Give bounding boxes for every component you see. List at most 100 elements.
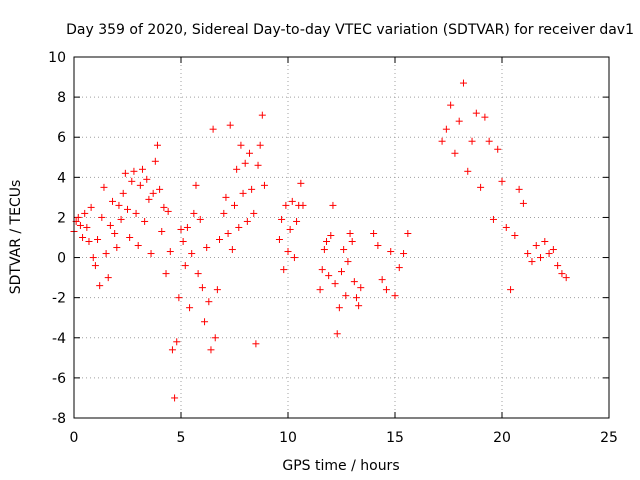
y-tick-label: 2 (57, 210, 66, 226)
data-point (355, 302, 363, 310)
data-point (335, 304, 343, 312)
data-point (138, 165, 146, 173)
data-point (352, 294, 360, 302)
data-point (89, 254, 97, 262)
data-point (290, 254, 298, 262)
data-point (153, 141, 161, 149)
data-point (166, 248, 174, 256)
data-point (344, 258, 352, 266)
y-tick-label: 8 (57, 90, 66, 106)
data-point (532, 242, 540, 250)
data-point (160, 203, 168, 211)
data-point (209, 125, 217, 133)
data-point (91, 262, 99, 270)
data-point (98, 213, 106, 221)
data-point (278, 215, 286, 223)
data-point (502, 223, 510, 231)
data-point (104, 274, 112, 282)
data-point (507, 286, 515, 294)
data-point (316, 286, 324, 294)
y-tick-label: -4 (52, 331, 66, 347)
data-point (438, 137, 446, 145)
data-point (117, 215, 125, 223)
data-point (451, 149, 459, 157)
data-point (119, 189, 127, 197)
data-point (464, 167, 472, 175)
data-point (222, 193, 230, 201)
data-point (327, 231, 335, 239)
data-point (79, 234, 87, 241)
data-point (94, 236, 102, 244)
data-point (177, 225, 185, 233)
data-point (357, 284, 365, 292)
chart-title: Day 359 of 2020, Sidereal Day-to-day VTE… (66, 22, 634, 38)
data-point (549, 246, 557, 254)
data-point (106, 221, 114, 229)
data-point (181, 262, 189, 270)
data-point (288, 197, 296, 205)
data-point (511, 231, 519, 239)
data-point (248, 185, 256, 193)
data-point (136, 181, 144, 189)
data-point (113, 244, 121, 252)
data-point (220, 209, 228, 217)
data-point (459, 79, 467, 87)
data-point (282, 201, 290, 209)
data-point (243, 217, 251, 225)
data-point (76, 221, 84, 229)
data-point (286, 225, 294, 233)
data-point (194, 270, 202, 278)
data-point (254, 161, 262, 169)
data-point (130, 167, 138, 175)
y-tick-label: 4 (57, 170, 66, 186)
data-point (252, 340, 260, 348)
data-point (207, 346, 215, 354)
data-point (151, 157, 159, 165)
data-point (318, 266, 326, 274)
x-tick-label: 20 (493, 430, 511, 446)
data-point (374, 242, 382, 250)
data-point (323, 238, 331, 246)
data-point (494, 145, 502, 153)
data-point (329, 201, 337, 209)
data-point (275, 236, 283, 244)
data-point (132, 209, 140, 217)
data-point (280, 266, 288, 274)
data-point (342, 292, 350, 300)
data-point (554, 262, 562, 270)
data-point (173, 338, 181, 346)
y-tick-label: -6 (52, 371, 66, 387)
x-axis-label: GPS time / hours (282, 458, 399, 474)
data-point (239, 189, 247, 197)
data-point (395, 264, 403, 272)
data-point (156, 185, 164, 193)
data-point (145, 195, 153, 203)
data-point (340, 246, 348, 254)
data-point (320, 246, 328, 254)
data-point (562, 274, 570, 282)
data-point (179, 238, 187, 246)
data-point (545, 250, 553, 258)
data-point (233, 165, 241, 173)
data-point (455, 117, 463, 125)
data-point (143, 175, 151, 183)
data-point (213, 286, 221, 294)
data-point (370, 229, 378, 237)
data-point (537, 254, 545, 262)
data-point (541, 238, 549, 246)
data-point (235, 223, 243, 231)
data-point (258, 111, 266, 119)
data-point (128, 177, 136, 185)
y-tick-label: 0 (57, 251, 66, 267)
data-point (391, 292, 399, 300)
data-point (192, 181, 200, 189)
data-point (404, 229, 412, 237)
data-point (260, 181, 268, 189)
axis-ticks: 0 5 10 15 20 25 -8 -6 -4 -2 0 2 4 6 8 10 (48, 50, 618, 446)
data-point (299, 201, 307, 209)
data-point (134, 242, 142, 250)
data-point (284, 248, 292, 256)
y-tick-label: -2 (52, 291, 66, 307)
data-point (188, 250, 196, 258)
